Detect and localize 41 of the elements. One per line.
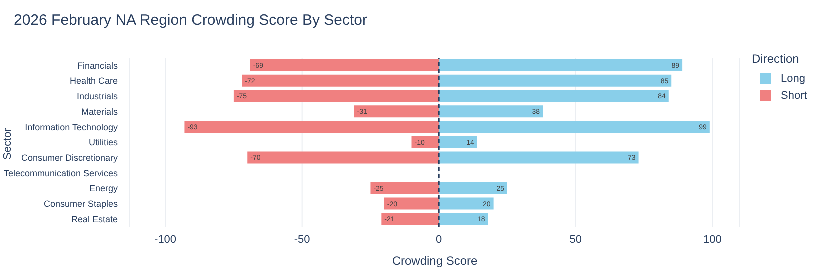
bar	[439, 152, 639, 164]
bar	[412, 136, 440, 148]
legend-label: Long	[780, 72, 806, 86]
bar	[384, 198, 440, 210]
y-axis-title: Sector	[2, 128, 14, 160]
legend-title: Direction	[752, 52, 800, 66]
y-tick-label: Utilities	[88, 138, 118, 148]
x-tick-label: 50	[570, 234, 582, 246]
x-tick-label: 100	[703, 234, 722, 246]
bar	[439, 106, 544, 118]
bar	[439, 182, 508, 194]
y-tick-label: Information Technology	[25, 122, 118, 132]
y-tick-label: Industrials	[76, 92, 118, 102]
y-tick-label: Telecommunication Services	[4, 168, 118, 178]
y-tick-label: Materials	[81, 106, 118, 117]
y-tick-label: Financials	[77, 60, 118, 71]
y-tick-label: Energy	[89, 184, 118, 194]
x-tick-label: -100	[154, 234, 177, 246]
bar	[439, 198, 494, 210]
y-tick-label: Real Estate	[71, 214, 118, 224]
bar	[354, 106, 440, 118]
bar	[382, 213, 440, 226]
bar	[234, 90, 440, 102]
bar	[439, 74, 672, 87]
y-tick-label: Health Care	[70, 76, 118, 86]
x-tick-label: 0	[436, 234, 442, 246]
bar	[242, 74, 440, 87]
bar	[370, 182, 440, 194]
y-tick-label: Consumer Discretionary	[21, 153, 118, 164]
bar	[184, 120, 440, 133]
bar	[250, 60, 440, 72]
x-tick-label: -50	[294, 234, 310, 246]
y-tick-label: Consumer Staples	[44, 199, 118, 210]
bar	[439, 120, 710, 133]
bar	[439, 136, 478, 148]
bar	[439, 60, 683, 72]
bar	[248, 152, 440, 164]
legend-label: Short	[780, 88, 808, 104]
bar	[439, 90, 669, 102]
chart-title: 2026 February NA Region Crowding Score By Sector	[14, 12, 368, 29]
bar	[439, 213, 488, 226]
